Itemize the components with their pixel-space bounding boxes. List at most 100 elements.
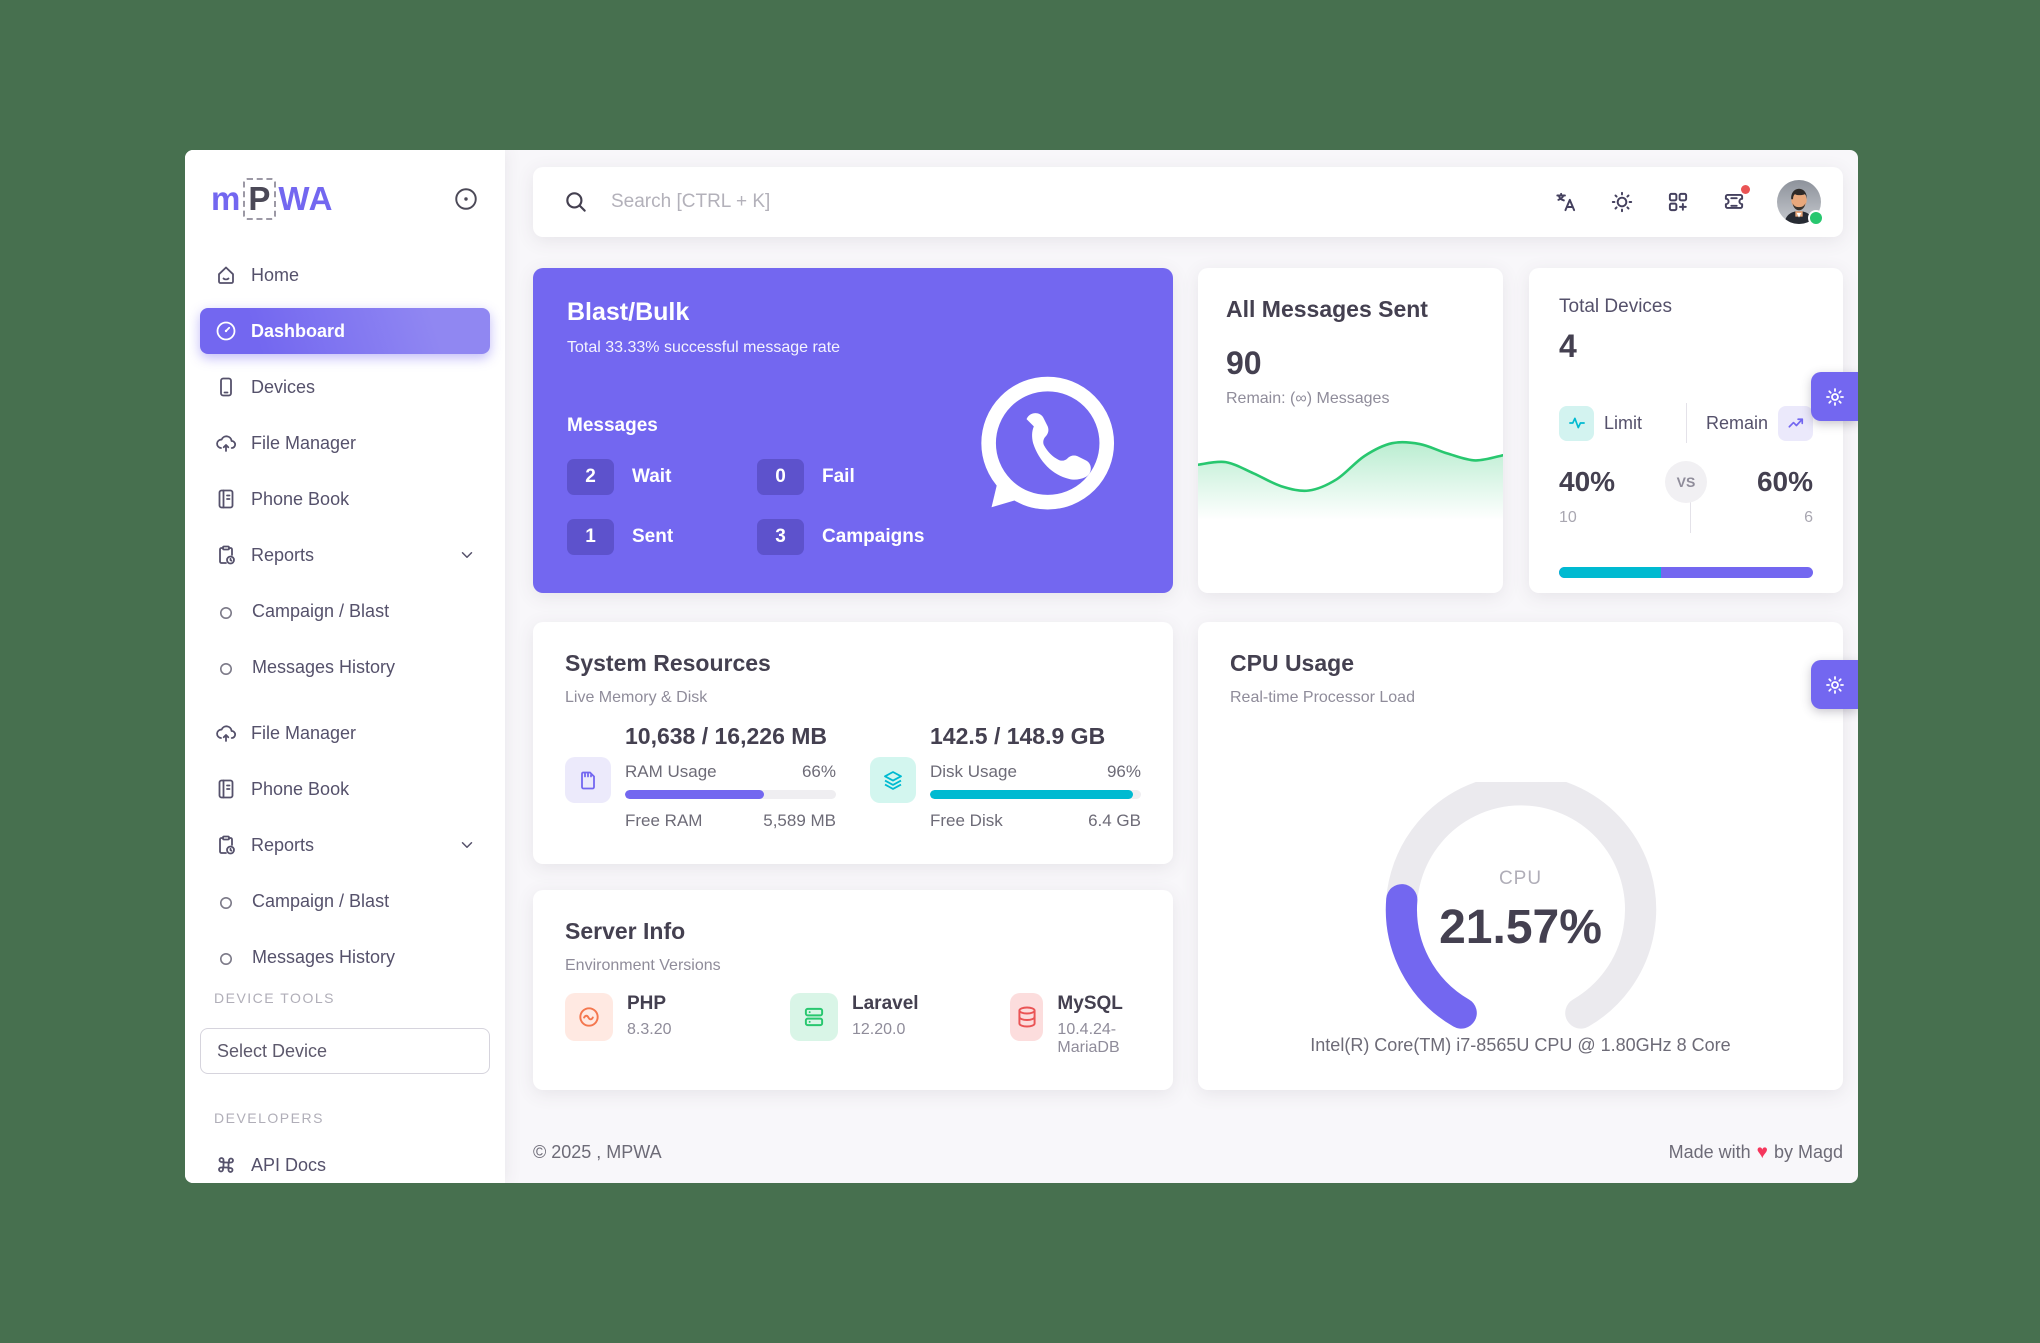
ram-amount: 10,638 / 16,226 MB xyxy=(625,723,828,749)
sidebar-item-devices[interactable]: Devices xyxy=(200,364,490,410)
disk-usage-label: Disk Usage xyxy=(930,762,1017,781)
circle-icon xyxy=(219,894,233,909)
sidebar-item-label: File Manager xyxy=(251,722,357,743)
sidebar-item-label: Campaign / Blast xyxy=(252,890,390,911)
sidebar-item-file-manager-2[interactable]: File Manager xyxy=(200,710,490,756)
sidebar-item-label: Campaign / Blast xyxy=(252,600,390,621)
sidebar-item-label: Phone Book xyxy=(251,778,350,799)
sidebar-item-label: Messages History xyxy=(252,946,396,967)
clipboard-clock-icon xyxy=(214,833,238,857)
address-book-icon xyxy=(214,487,238,511)
ram-usage-label: RAM Usage xyxy=(625,762,717,781)
messages-area-chart xyxy=(1198,440,1503,520)
disk-column: 142.5 / 148.9 GB Disk Usage 96% Free Disk… xyxy=(870,723,1141,831)
database-icon xyxy=(1010,993,1044,1041)
all-messages-sent-card: All Messages Sent 90 Remain: (∞) Message… xyxy=(1198,268,1503,593)
customizer-gear-button-2[interactable] xyxy=(1811,660,1858,709)
sidebar-item-campaign-blast-2[interactable]: Campaign / Blast xyxy=(200,878,490,924)
devices-remain-col: Remain xyxy=(1697,405,1813,441)
address-book-icon xyxy=(214,777,238,801)
search-icon[interactable] xyxy=(563,189,589,215)
sidebar-item-reports[interactable]: Reports xyxy=(200,532,490,578)
select-device-dropdown[interactable]: Select Device xyxy=(200,1028,490,1074)
topbar-icons xyxy=(1553,180,1822,224)
sidebar-item-label: Phone Book xyxy=(251,488,350,509)
activity-icon xyxy=(1559,405,1594,441)
free-ram-value: 5,589 MB xyxy=(763,811,836,830)
sidebar-nav: Home Dashboard Devices File Manager Phon… xyxy=(185,220,505,1183)
notifications-icon[interactable] xyxy=(1721,185,1750,215)
clipboard-clock-icon xyxy=(214,543,238,567)
whatsapp-icon xyxy=(958,360,1133,535)
limit-progress-segment xyxy=(1559,567,1661,578)
smartphone-icon xyxy=(214,375,238,399)
server-title: Server Info xyxy=(565,918,686,944)
cpu-subtitle: Real-time Processor Load xyxy=(1230,689,1415,706)
sidebar-item-reports-2[interactable]: Reports xyxy=(200,822,490,868)
home-icon xyxy=(214,263,238,287)
ram-chip-icon xyxy=(565,757,611,803)
free-disk-label: Free Disk xyxy=(930,811,1003,830)
sidebar-item-label: File Manager xyxy=(251,432,357,453)
sidebar-item-messages-history-2[interactable]: Messages History xyxy=(200,934,490,980)
limit-percent: 40% xyxy=(1559,466,1616,497)
circle-icon xyxy=(219,604,233,619)
sidebar-item-api-docs[interactable]: API Docs xyxy=(200,1142,490,1183)
disk-progress-bar xyxy=(930,790,1141,799)
devices-split-progress xyxy=(1559,567,1813,578)
sidebar-item-messages-history[interactable]: Messages History xyxy=(200,644,490,690)
server-subtitle: Environment Versions xyxy=(565,957,721,974)
cloud-upload-icon xyxy=(214,721,238,745)
sidebar-item-label: Home xyxy=(251,264,300,285)
cpu-center-label: CPU xyxy=(1498,868,1543,889)
php-icon xyxy=(565,993,613,1041)
language-icon[interactable] xyxy=(1553,189,1579,215)
theme-light-icon[interactable] xyxy=(1609,189,1635,215)
stat-fail-value: 0 xyxy=(757,459,804,495)
stat-wait: 2 Wait xyxy=(567,459,757,495)
sidebar-item-label: Messages History xyxy=(252,656,396,677)
sidebar-item-dashboard[interactable]: Dashboard xyxy=(200,308,490,354)
remain-label: Remain xyxy=(1705,412,1768,433)
sidebar-item-home[interactable]: Home xyxy=(200,252,490,298)
blast-messages-label: Messages xyxy=(567,415,658,436)
blast-bulk-card: Blast/Bulk Total 33.33% successful messa… xyxy=(533,268,1173,593)
cloud-upload-icon xyxy=(214,431,238,455)
cpu-usage-card: CPU Usage Real-time Processor Load CPU 2… xyxy=(1198,622,1843,1090)
system-resources-card: System Resources Live Memory & Disk 10,6… xyxy=(533,622,1173,864)
footer: © 2025 , MPWA Made with ♥ by Magd xyxy=(533,1142,1843,1164)
divider xyxy=(1689,499,1691,533)
select-device-placeholder: Select Device xyxy=(217,1040,328,1061)
sidebar-item-phone-book-2[interactable]: Phone Book xyxy=(200,766,490,812)
footer-by: by Magd xyxy=(1773,1142,1843,1162)
ram-usage-percent: 66% xyxy=(801,762,836,781)
online-status-dot xyxy=(1810,212,1822,224)
sidebar-item-phone-book[interactable]: Phone Book xyxy=(200,476,490,522)
ram-progress-bar xyxy=(625,790,836,799)
cpu-gauge: CPU 21.57% xyxy=(1341,774,1701,1042)
mysql-version: 10.4.24-MariaDB xyxy=(1057,1021,1120,1056)
sidebar: m P WA Home Dashboard Devices File Manager xyxy=(185,150,505,1183)
sidebar-item-file-manager[interactable]: File Manager xyxy=(200,420,490,466)
search-input[interactable] xyxy=(611,191,1553,213)
ram-column: 10,638 / 16,226 MB RAM Usage 66% Free RAM… xyxy=(565,723,836,831)
sidebar-pin-toggle-icon[interactable] xyxy=(453,186,479,212)
server-stack-icon xyxy=(790,993,838,1041)
customizer-gear-button-1[interactable] xyxy=(1811,372,1858,421)
stat-campaigns-label: Campaigns xyxy=(822,526,925,547)
php-name: PHP xyxy=(627,993,667,1014)
sidebar-item-campaign-blast[interactable]: Campaign / Blast xyxy=(200,588,490,634)
section-developers: DEVELOPERS xyxy=(214,1110,324,1126)
php-version: 8.3.20 xyxy=(627,1021,672,1038)
app-window: m P WA Home Dashboard Devices File Manager xyxy=(185,150,1858,1183)
user-avatar[interactable] xyxy=(1777,180,1822,224)
messages-sent-title: All Messages Sent xyxy=(1226,296,1428,322)
disk-layers-icon xyxy=(870,757,916,803)
logo-m: m xyxy=(211,180,242,217)
shortcuts-grid-icon[interactable] xyxy=(1665,189,1691,215)
free-disk-value: 6.4 GB xyxy=(1088,811,1141,830)
brand-logo[interactable]: m P WA xyxy=(211,178,334,220)
messages-sent-count: 90 xyxy=(1226,345,1262,381)
env-mysql: MySQL 10.4.24-MariaDB xyxy=(1010,993,1141,1057)
env-laravel: Laravel 12.20.0 xyxy=(790,993,1010,1057)
